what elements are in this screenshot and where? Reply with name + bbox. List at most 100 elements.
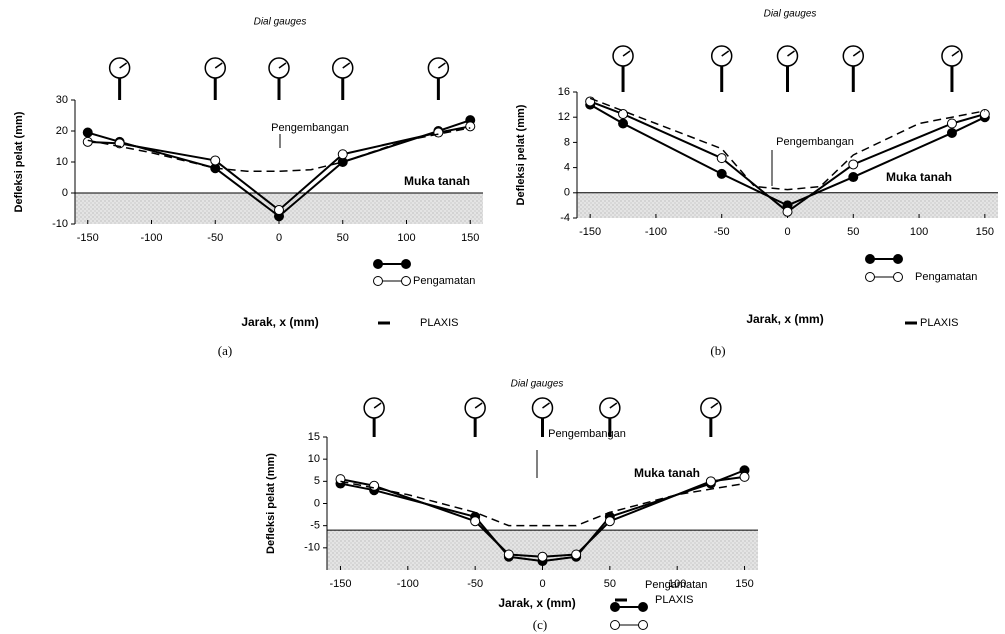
data-point (705, 476, 716, 487)
data-point (537, 551, 548, 562)
dial-gauge (700, 397, 722, 437)
legend-label: PLAXIS (655, 594, 694, 606)
data-point (465, 121, 476, 132)
x-tick-label: -50 (467, 578, 483, 590)
legend-marker (893, 254, 903, 264)
series-line (340, 480, 745, 527)
data-point (618, 109, 629, 120)
y-tick-label: 4 (564, 162, 570, 174)
ground-label: Muka tanah (634, 466, 700, 480)
dial-gauge (427, 57, 450, 100)
y-axis-label: Defleksi pelat (mm) (265, 453, 277, 554)
data-point (337, 149, 348, 160)
y-tick-label: 8 (564, 136, 570, 148)
y-tick-label: -10 (52, 218, 68, 230)
gauge-label: Dial gauges (254, 17, 307, 28)
x-tick-label: 50 (847, 226, 859, 238)
data-point (782, 206, 793, 217)
dial-gauge (332, 57, 354, 100)
legend-marker (373, 259, 383, 269)
dial-gauge (612, 45, 634, 92)
legend-label: Pengamatan (645, 579, 707, 591)
data-point (604, 516, 615, 527)
x-tick-label: -150 (77, 232, 99, 244)
x-tick-label: 100 (397, 232, 415, 244)
data-point (979, 109, 990, 120)
dial-gauge (776, 45, 799, 92)
panel-label: (c) (533, 617, 547, 632)
gauge-label: Dial gauges (764, 9, 817, 20)
dial-gauge (464, 397, 486, 437)
legend-label: PLAXIS (420, 317, 459, 329)
x-tick-label: 150 (461, 232, 479, 244)
y-tick-label: 20 (56, 125, 68, 137)
x-tick-label: 150 (735, 578, 753, 590)
x-tick-label: 150 (976, 226, 994, 238)
dial-gauge (531, 397, 554, 437)
y-axis-label: Defleksi pelat (mm) (515, 104, 527, 205)
ground-label: Muka tanah (886, 170, 952, 184)
x-tick-label: 50 (337, 232, 349, 244)
legend-marker (893, 272, 903, 282)
legend-label: PLAXIS (920, 317, 959, 329)
x-axis-label: Jarak, x (mm) (498, 596, 575, 610)
x-tick-label: -50 (207, 232, 223, 244)
data-point (503, 549, 514, 560)
x-tick-label: 100 (910, 226, 928, 238)
y-tick-label: 5 (314, 475, 320, 487)
y-tick-label: 12 (558, 111, 570, 123)
legend-marker (638, 602, 648, 612)
y-tick-label: 16 (558, 86, 570, 98)
legend-marker (638, 620, 648, 630)
dial-gauge (363, 397, 385, 437)
data-point (369, 480, 380, 491)
data-point (210, 155, 221, 166)
y-tick-label: -5 (310, 520, 320, 532)
data-point (82, 136, 93, 147)
upheaval-label: Pengembangan (548, 428, 626, 440)
upheaval-label: Pengembangan (271, 122, 349, 134)
x-tick-label: -50 (714, 226, 730, 238)
legend-marker (865, 272, 875, 282)
y-axis-label: Defleksi pelat (mm) (13, 111, 25, 212)
data-point (433, 127, 444, 138)
legend-label: Pengamatan (413, 275, 475, 287)
gauge-label: Dial gauges (511, 379, 564, 390)
legend-marker (401, 259, 411, 269)
y-tick-label: 0 (564, 187, 570, 199)
x-tick-label: -100 (140, 232, 162, 244)
dial-gauge (268, 57, 290, 100)
data-point (739, 471, 750, 482)
y-tick-label: 10 (308, 453, 320, 465)
x-tick-label: 0 (784, 226, 790, 238)
x-tick-label: 0 (276, 232, 282, 244)
x-tick-label: -150 (329, 578, 351, 590)
y-tick-label: -10 (304, 542, 320, 554)
legend-marker (610, 602, 620, 612)
dial-gauge (108, 57, 131, 100)
legend-label: Pengamatan (915, 271, 977, 283)
y-tick-label: 0 (62, 187, 68, 199)
y-tick-label: -4 (560, 212, 570, 224)
x-tick-label: 100 (668, 578, 686, 590)
data-point (946, 127, 957, 138)
legend-marker (610, 620, 620, 630)
dial-gauge (204, 57, 226, 100)
dial-gauge (599, 397, 621, 437)
y-tick-label: 30 (56, 94, 68, 106)
legend-marker (401, 276, 411, 286)
y-tick-label: 15 (308, 431, 320, 443)
series-line (589, 97, 985, 191)
dial-gauge (842, 45, 865, 92)
dial-gauge (941, 45, 963, 92)
legend-marker (865, 254, 875, 264)
data-point (470, 516, 481, 527)
panel-label: (a) (218, 343, 232, 358)
data-point (848, 159, 859, 170)
y-tick-label: 10 (56, 156, 68, 168)
x-tick-label: -100 (397, 578, 419, 590)
data-point (571, 549, 582, 560)
data-point (274, 205, 284, 216)
x-tick-label: 0 (539, 578, 545, 590)
